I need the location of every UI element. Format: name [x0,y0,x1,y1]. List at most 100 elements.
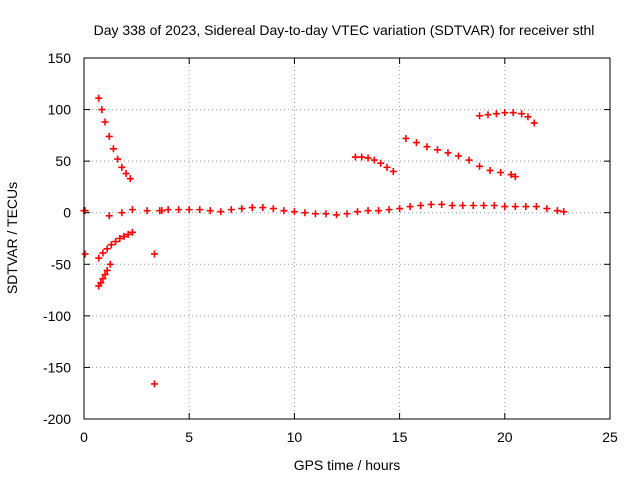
data-point [459,201,467,209]
data-point [518,110,526,118]
data-point [238,205,246,213]
y-tick-label: -100 [43,308,71,324]
data-point [248,204,256,212]
data-point [501,203,509,211]
data-point [122,170,130,178]
data-point [109,145,117,153]
data-point [332,211,340,219]
data-point [103,245,111,253]
data-point [484,111,492,119]
data-point [301,209,309,217]
data-point [364,207,372,215]
data-point [427,200,435,208]
data-point [375,207,383,215]
data-point [101,271,109,279]
data-point [81,250,89,258]
data-point [81,207,89,215]
data-point [370,156,378,164]
data-point [553,207,561,215]
data-point [497,168,505,176]
data-point [354,208,362,216]
y-tick-label: 50 [55,153,71,169]
y-tick-label: 0 [63,205,71,221]
data-point [476,112,484,120]
data-point [95,254,103,262]
data-point [107,241,115,249]
data-point [402,134,410,142]
data-point [455,152,463,160]
x-tick-label: 5 [185,429,193,445]
y-tick-label: -200 [43,411,71,427]
y-tick-label: 100 [48,102,72,118]
data-point [469,201,477,209]
data-point [126,175,134,183]
data-point [150,380,158,388]
data-point [259,204,267,212]
data-point [560,208,568,216]
data-point [97,279,105,287]
series-isolated [81,207,166,388]
data-point [480,201,488,209]
series-arc-lower-left [95,228,136,262]
gridlines [84,58,610,419]
data-point [358,153,366,161]
data-point [290,208,298,216]
data-point [206,207,214,215]
data-point [105,132,113,140]
data-point [501,109,509,117]
data-point [448,201,456,209]
data-point [185,206,193,214]
data-point [417,201,425,209]
data-point [227,206,235,214]
y-tick-label: 150 [48,50,72,66]
data-point [158,207,166,215]
data-point [543,205,551,213]
data-point [511,203,519,211]
data-point [385,206,393,214]
y-tick-label: -150 [43,359,71,375]
data-point [509,109,517,117]
data-point [490,201,498,209]
data-point [377,159,385,167]
x-tick-label: 15 [392,429,408,445]
data-point [150,250,158,258]
data-point [412,139,420,147]
data-point [95,94,103,102]
data-point [522,203,530,211]
series-arc-upper-left [95,94,134,183]
data-point [322,210,330,218]
data-points [80,94,568,388]
x-tick-label: 25 [602,429,618,445]
data-point [507,171,515,179]
x-tick-label: 10 [287,429,303,445]
data-point [128,228,136,236]
data-point [492,110,500,118]
data-point [114,155,122,163]
data-point [524,113,532,121]
data-point [383,163,391,171]
data-point [106,260,114,268]
data-point [530,119,538,127]
x-tick-label: 20 [497,429,513,445]
data-point [105,212,113,220]
data-point [101,118,109,126]
chart-title: Day 338 of 2023, Sidereal Day-to-day VTE… [94,22,595,38]
data-point [444,149,452,157]
data-point [396,205,404,213]
data-point [406,203,414,211]
data-point [98,106,106,114]
data-point [99,275,107,283]
data-point [175,206,183,214]
series-arc-bottom-left [95,260,114,290]
data-point [343,210,351,218]
data-point [486,166,494,174]
data-point [311,210,319,218]
series-arc-13h [351,153,397,175]
series-arc-19h [476,109,538,127]
data-point [99,249,107,257]
series-baseline [80,200,568,220]
data-point [164,206,172,214]
data-point [118,209,126,217]
data-point [351,153,359,161]
